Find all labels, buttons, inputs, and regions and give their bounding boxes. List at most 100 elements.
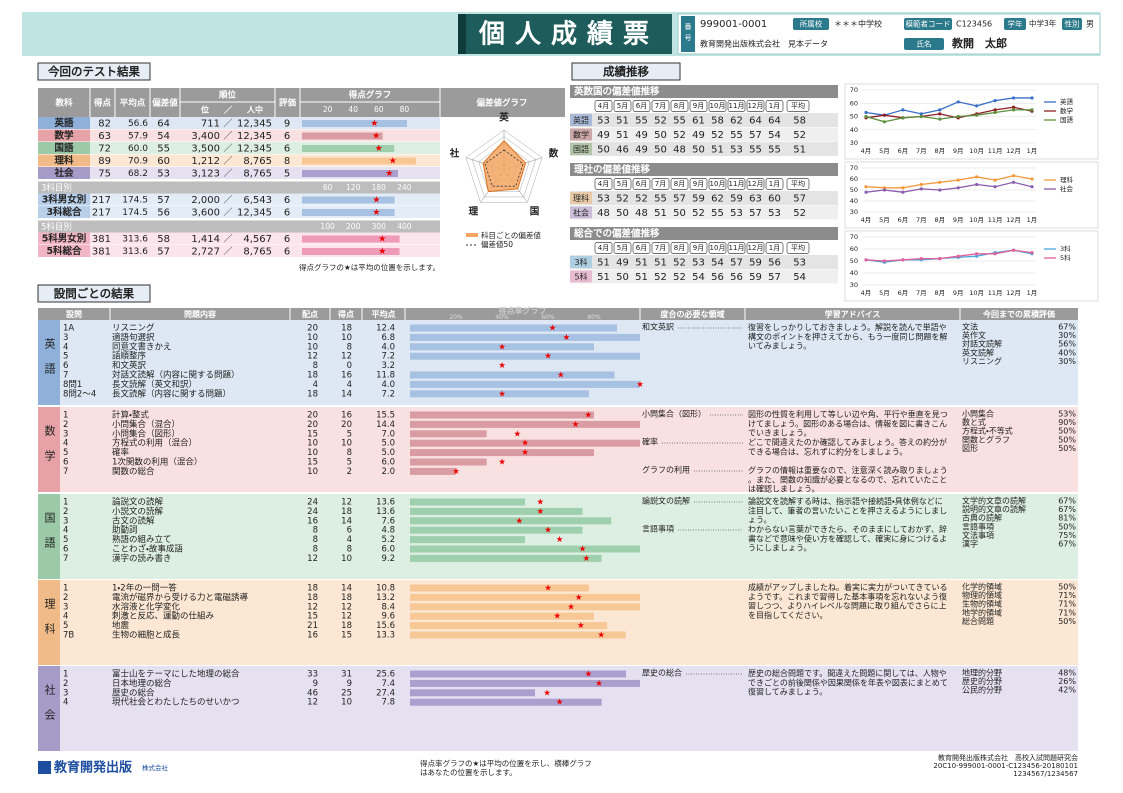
trend-value: 51 [616,130,629,141]
month-cell [786,178,810,190]
legend-label: 社会 [1060,184,1074,193]
rate-bar [410,584,589,592]
trend-value: 49 [616,258,629,269]
cumulative-area: 小問集合 [962,409,994,419]
month-cell [632,100,651,112]
deviation: 58 [157,234,170,245]
trend-point [864,110,868,115]
x-tick-label: 10月 [969,147,984,155]
question-number: 3 [63,602,68,612]
question-average: 6.0 [381,545,395,555]
avg-label: 平均 [791,243,805,252]
points: 15 [307,458,318,468]
x-tick-label: 5月 [879,216,890,224]
rank-subheader: ／ [224,105,232,115]
cumulative-area: 方程式・不等式 [962,426,1013,436]
trend-value: 51 [635,258,648,269]
month-cell [727,100,746,112]
month-cell [613,100,632,112]
question-score: 12 [341,352,352,362]
month-cell [613,178,632,190]
advice: 論説文を読解する時は、指示語や接続語・具体例などに注目して、筆者の言いたいことを… [748,496,947,525]
month-label: 7月 [655,244,666,252]
x-tick-label: 6月 [898,289,909,297]
points: 18 [307,389,318,399]
average: 70.9 [128,157,148,167]
deviation: 54 [157,131,170,142]
trend-line [865,175,1033,189]
month-label: 10月 [710,102,726,110]
month-label: 8月 [674,102,685,110]
cumulative-rate: 42% [1058,686,1076,695]
question-score: 18 [341,507,352,517]
cumulative-area: 地学的領域 [962,607,1002,617]
points: 21 [307,621,318,631]
y-tick-label: 30 [850,281,858,289]
points: 12 [307,554,318,564]
trend-point [901,116,905,120]
trend-value: 53 [730,208,743,219]
info-label: 氏名 [917,39,932,49]
radar-grid [472,136,536,198]
y-tick-label: 70 [850,86,858,94]
x-tick-label: 9月 [953,216,964,224]
cumulative-rate: 48% [1058,669,1076,678]
weak-area: 歴史の総合 [642,668,682,678]
trend-point [956,254,960,258]
graph-tick-label: 400 [397,222,412,231]
subject-name: 社会 [53,167,74,179]
trend-point [993,99,997,103]
average-star: ★ [636,380,644,390]
average-star: ★ [567,602,575,612]
trend-value: 57 [730,258,743,269]
points: 8 [313,361,318,371]
trend-point [956,100,960,104]
points: 8 [313,526,318,536]
trend-row-bg [570,205,838,220]
graph-tick-label: 60 [374,105,384,114]
cumulative-area: 古典の読解 [962,513,1002,523]
x-tick-label: 8月 [934,216,945,224]
trend-value: 57 [768,272,781,283]
question-title: 同意文書きかえ [112,341,172,352]
question-title: 地震 [112,620,130,631]
trend-row-bg [570,255,838,269]
trend-point [919,112,923,116]
advice: どこで間違えたのか確認してみましょう。答えの約分ができる場合は、忘れずに約分をし… [748,437,947,456]
question-title: 対話文読解（内容に関する問題） [112,370,240,381]
rate-bar [410,631,626,639]
points: 15 [307,429,318,439]
question-score: 25 [341,688,352,698]
trend-point [864,258,868,262]
trend-value: 51 [597,258,610,269]
question-average: 25.6 [376,670,395,680]
question-number: 7B [63,631,74,641]
average-star: ★ [585,670,593,680]
points: 18 [307,593,318,603]
rate-bar [410,536,525,544]
x-tick-label: 4月 [861,289,872,297]
row-label-bg [38,193,90,206]
rate-bar [410,439,640,447]
trend-value: 51 [654,258,667,269]
question-number: 7 [63,371,68,381]
trend-point [993,110,997,115]
y-tick-label: 50 [850,113,858,121]
average-star: ★ [378,235,386,245]
trend-line [865,249,1033,262]
info-school: ＊＊＊中学校 [834,19,882,29]
section-heading-box [37,62,151,81]
question-number: 8問1 [63,380,82,390]
month-label: 12月 [748,102,764,110]
cumulative-rate: 67% [1058,540,1076,549]
x-tick-label: 6月 [898,216,909,224]
question-number: 7 [63,467,68,477]
points: 8 [313,535,318,545]
trend-value: 64 [749,116,762,127]
graph-tick-label: 240 [397,183,412,192]
question-number: 3 [63,688,68,698]
group-label: 3科目別 [41,183,72,194]
rate-bar [410,545,640,553]
trend-row-bg [570,127,838,142]
question-number: 2 [63,507,68,517]
